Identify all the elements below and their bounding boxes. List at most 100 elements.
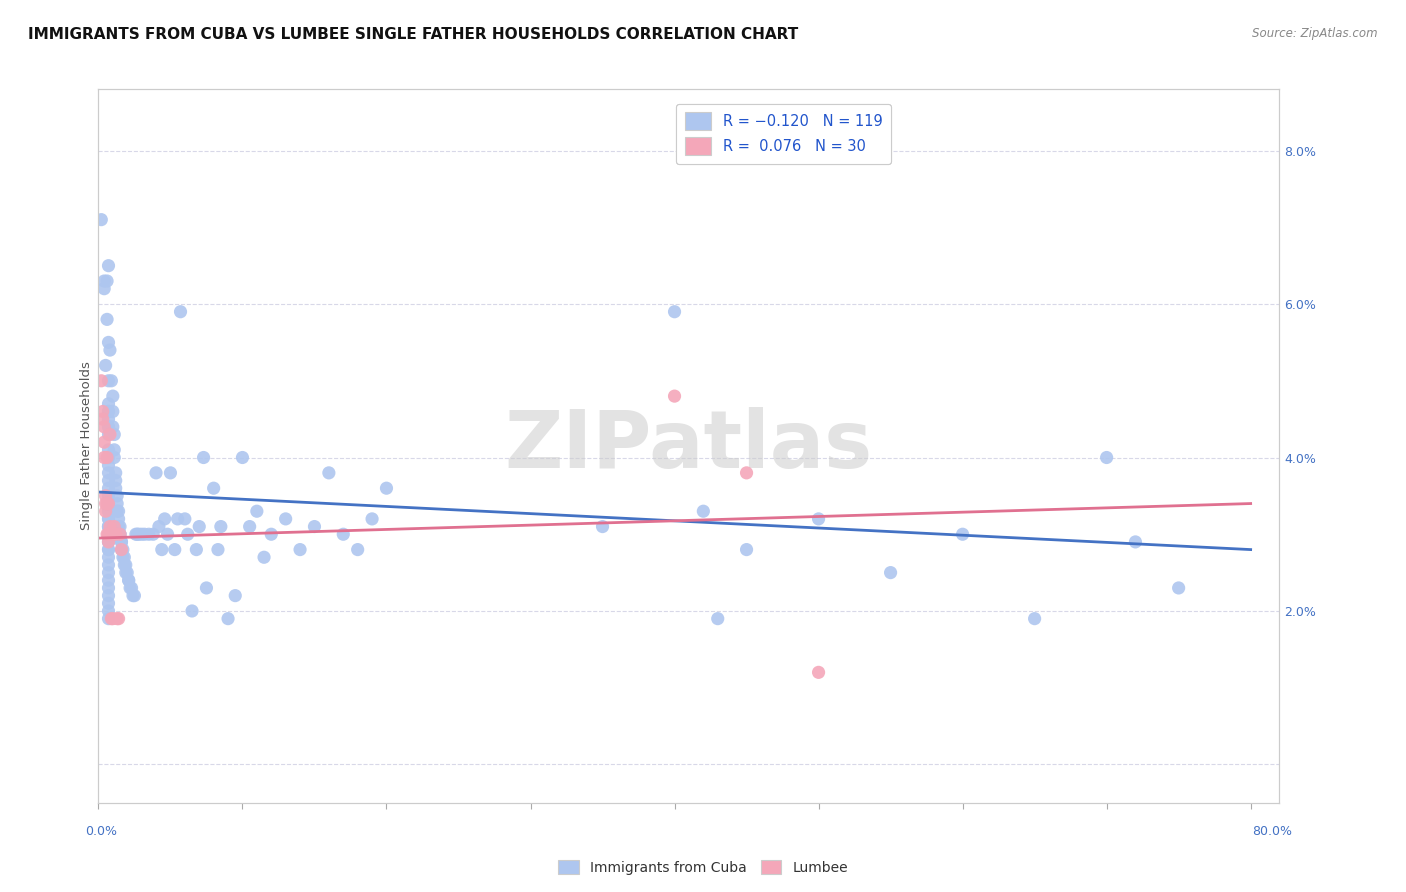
- Point: [97, 542, 120, 557]
- Point: [181, 604, 204, 618]
- Point: [101, 404, 124, 418]
- Point: [735, 542, 758, 557]
- Point: [93, 450, 115, 465]
- Point: [97, 497, 120, 511]
- Point: [807, 512, 830, 526]
- Point: [692, 504, 714, 518]
- Point: [664, 389, 686, 403]
- Point: [104, 481, 127, 495]
- Point: [97, 581, 120, 595]
- Point: [96, 274, 118, 288]
- Point: [118, 574, 141, 588]
- Point: [97, 612, 120, 626]
- Point: [110, 542, 132, 557]
- Point: [90, 374, 112, 388]
- Point: [101, 389, 124, 403]
- Y-axis label: Single Father Households: Single Father Households: [80, 361, 93, 531]
- Point: [260, 527, 283, 541]
- Point: [592, 519, 614, 533]
- Text: ZIPatlas: ZIPatlas: [505, 407, 873, 485]
- Point: [97, 374, 120, 388]
- Point: [1125, 535, 1147, 549]
- Point: [253, 550, 276, 565]
- Point: [97, 558, 120, 572]
- Point: [807, 665, 830, 680]
- Point: [97, 535, 120, 549]
- Text: 0.0%: 0.0%: [86, 825, 117, 838]
- Point: [97, 566, 120, 580]
- Point: [105, 489, 128, 503]
- Point: [156, 527, 179, 541]
- Point: [97, 412, 120, 426]
- Point: [111, 550, 134, 565]
- Point: [114, 566, 136, 580]
- Point: [224, 589, 246, 603]
- Point: [97, 589, 120, 603]
- Point: [304, 519, 326, 533]
- Point: [97, 404, 120, 418]
- Legend: R = −0.120   N = 119, R =  0.076   N = 30: R = −0.120 N = 119, R = 0.076 N = 30: [676, 103, 891, 164]
- Point: [127, 527, 149, 541]
- Point: [93, 282, 115, 296]
- Point: [101, 419, 124, 434]
- Point: [97, 481, 120, 495]
- Point: [105, 504, 128, 518]
- Point: [103, 427, 125, 442]
- Point: [93, 435, 115, 450]
- Point: [125, 527, 148, 541]
- Point: [120, 581, 142, 595]
- Point: [115, 566, 138, 580]
- Point: [97, 504, 120, 518]
- Point: [97, 535, 120, 549]
- Point: [1095, 450, 1118, 465]
- Point: [104, 466, 127, 480]
- Point: [246, 504, 269, 518]
- Point: [122, 589, 145, 603]
- Point: [105, 497, 128, 511]
- Point: [239, 519, 262, 533]
- Point: [1024, 612, 1046, 626]
- Point: [97, 404, 120, 418]
- Point: [375, 481, 398, 495]
- Point: [112, 558, 135, 572]
- Point: [96, 527, 118, 541]
- Point: [98, 527, 121, 541]
- Point: [361, 512, 384, 526]
- Point: [108, 527, 131, 541]
- Point: [107, 612, 129, 626]
- Point: [97, 512, 120, 526]
- Point: [97, 450, 120, 465]
- Point: [98, 427, 121, 442]
- Point: [97, 419, 120, 434]
- Point: [90, 212, 112, 227]
- Point: [100, 612, 122, 626]
- Point: [138, 527, 160, 541]
- Point: [97, 527, 120, 541]
- Point: [101, 527, 124, 541]
- Point: [124, 589, 146, 603]
- Point: [97, 474, 120, 488]
- Point: [97, 335, 120, 350]
- Point: [128, 527, 150, 541]
- Legend: Immigrants from Cuba, Lumbee: Immigrants from Cuba, Lumbee: [553, 855, 853, 880]
- Point: [93, 419, 115, 434]
- Point: [1167, 581, 1189, 595]
- Point: [195, 581, 218, 595]
- Point: [231, 450, 253, 465]
- Point: [97, 259, 120, 273]
- Point: [169, 304, 191, 318]
- Point: [101, 612, 124, 626]
- Point: [103, 519, 125, 533]
- Point: [97, 512, 120, 526]
- Point: [735, 466, 758, 480]
- Point: [97, 397, 120, 411]
- Point: [107, 519, 129, 533]
- Point: [108, 519, 131, 533]
- Point: [288, 542, 311, 557]
- Point: [94, 489, 117, 503]
- Point: [104, 474, 127, 488]
- Point: [97, 519, 120, 533]
- Point: [163, 542, 186, 557]
- Point: [142, 527, 165, 541]
- Point: [177, 527, 200, 541]
